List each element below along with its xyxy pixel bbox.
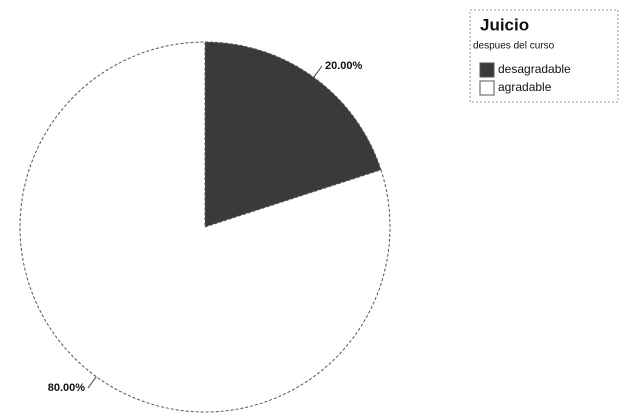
legend-swatch [479, 62, 495, 78]
legend-title: Juicio [480, 15, 529, 34]
pie-slice [19, 41, 391, 413]
pie-slice [204, 41, 382, 228]
leader-line [313, 65, 323, 78]
legend-swatch [479, 80, 495, 96]
legend-label: agradable [498, 80, 552, 94]
legend-label: desagradable [498, 62, 571, 76]
leader-line [87, 376, 97, 389]
legend-subtitle: despues del curso [473, 41, 555, 52]
data-label: 20.00% [325, 60, 363, 72]
legend-box [469, 9, 619, 103]
data-label: 80.00% [48, 382, 86, 394]
